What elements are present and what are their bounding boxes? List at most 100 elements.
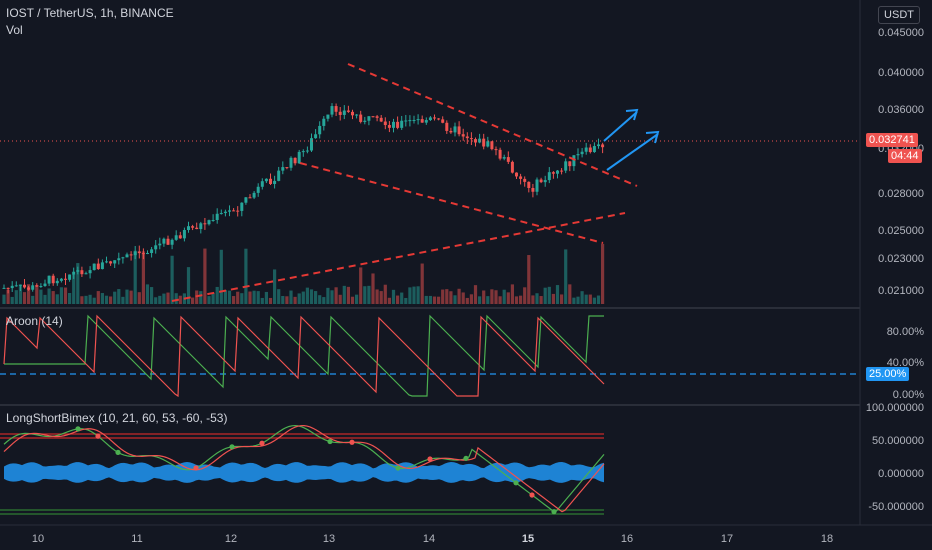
currency-button[interactable]: USDT [878,6,920,24]
arrow-up-line-2[interactable] [606,133,659,171]
candle-body [383,121,387,126]
candle-body [412,120,416,122]
candle-body [76,270,80,272]
lsb-title[interactable]: LongShortBimex (10, 21, 60, 53, -60, -53… [6,411,228,425]
aroon-up-line [4,314,604,397]
candle-body [556,170,559,174]
volume-bar [199,291,203,304]
lsb-fast-line [3,424,605,513]
arrow-up-head [625,108,639,121]
candle-body [584,147,588,152]
volume-bar [490,289,494,304]
volume-bar [166,292,170,304]
candle-body [478,138,482,143]
volume-bar [457,288,461,304]
candle-body [72,271,76,275]
lsb-signal-dot [115,449,121,455]
volume-bar [252,290,256,304]
candle-body [346,110,350,112]
volume-bar [6,289,10,304]
volume-bar [109,296,113,304]
volume-bar [92,297,96,304]
volume-bar [248,291,252,304]
volume-bar [63,287,68,304]
volume-bar [424,295,428,304]
arrow-up-line[interactable] [603,111,638,142]
candle-body [80,270,84,275]
candle-body [203,223,207,225]
volume-bar [383,284,387,304]
volume-bar [236,291,240,304]
volume-bar [27,284,31,304]
candle-body [416,119,420,121]
candle-body [338,111,342,115]
ascending-support-line[interactable] [171,212,626,302]
lsb-signal-dot [513,480,519,486]
candle-body [23,284,26,288]
volume-bar [547,286,551,304]
symbol-title[interactable]: IOST / TetherUS, 1h, BINANCE [6,6,174,20]
candle-body [506,157,510,162]
candle-body [228,210,231,212]
volume-bar [211,293,215,304]
lsb-signal-dot [529,492,535,498]
candle-body [269,178,272,184]
trendline-drawings[interactable] [171,63,638,302]
volume-bar [281,295,285,304]
candle-body [560,170,564,172]
volume-bar [301,291,305,304]
candle-body [494,149,498,151]
volume-bar [133,250,137,304]
volume-bar [178,295,182,304]
candle-body [527,181,531,188]
descending-support-line[interactable] [299,162,604,244]
candle-body [379,117,383,122]
aroon-title[interactable]: Aroon (14) [6,314,63,328]
volume-bar [232,296,236,304]
volume-bar [207,296,211,304]
candle-body [109,261,113,264]
candle-body [6,287,10,289]
candle-body [322,118,326,126]
candle-body [219,213,223,215]
volume-bar [125,289,129,304]
candle-body [445,122,449,131]
candle-body [469,138,473,140]
candle-body [43,283,47,287]
volume-bar [539,296,543,304]
volume-bar [293,296,297,304]
candle-body [207,220,211,225]
candle-body [14,285,18,287]
candle-body [232,210,236,212]
volume-bar [482,290,486,304]
projection-arrows[interactable] [603,108,660,171]
volume-bar [55,294,59,304]
volume-bar [96,291,100,304]
volume-bar [416,286,420,304]
candle-body [100,262,104,270]
candle-body [215,213,219,220]
candle-body [392,121,395,128]
candle-body [465,136,469,139]
volume-bar [350,296,355,304]
candle-body [334,106,338,112]
candle-body [129,254,133,256]
volume-bar [137,292,141,304]
lsb-signal-dot [95,433,101,439]
volume-label[interactable]: Vol [6,23,23,37]
candle-body [572,155,576,167]
volume-bar [330,290,334,304]
lsb-slow-line [3,425,605,513]
candle-body [113,260,117,264]
candle-body [551,172,555,174]
volume-bar [461,292,465,304]
volume-bar [80,296,84,304]
volume-bar [371,273,375,304]
descending-resistance-line[interactable] [347,63,638,187]
volume-bar [400,292,404,304]
candle-body [10,285,14,289]
volume-bar [141,251,145,304]
candle-body [580,151,584,155]
volume-bar [478,296,482,304]
